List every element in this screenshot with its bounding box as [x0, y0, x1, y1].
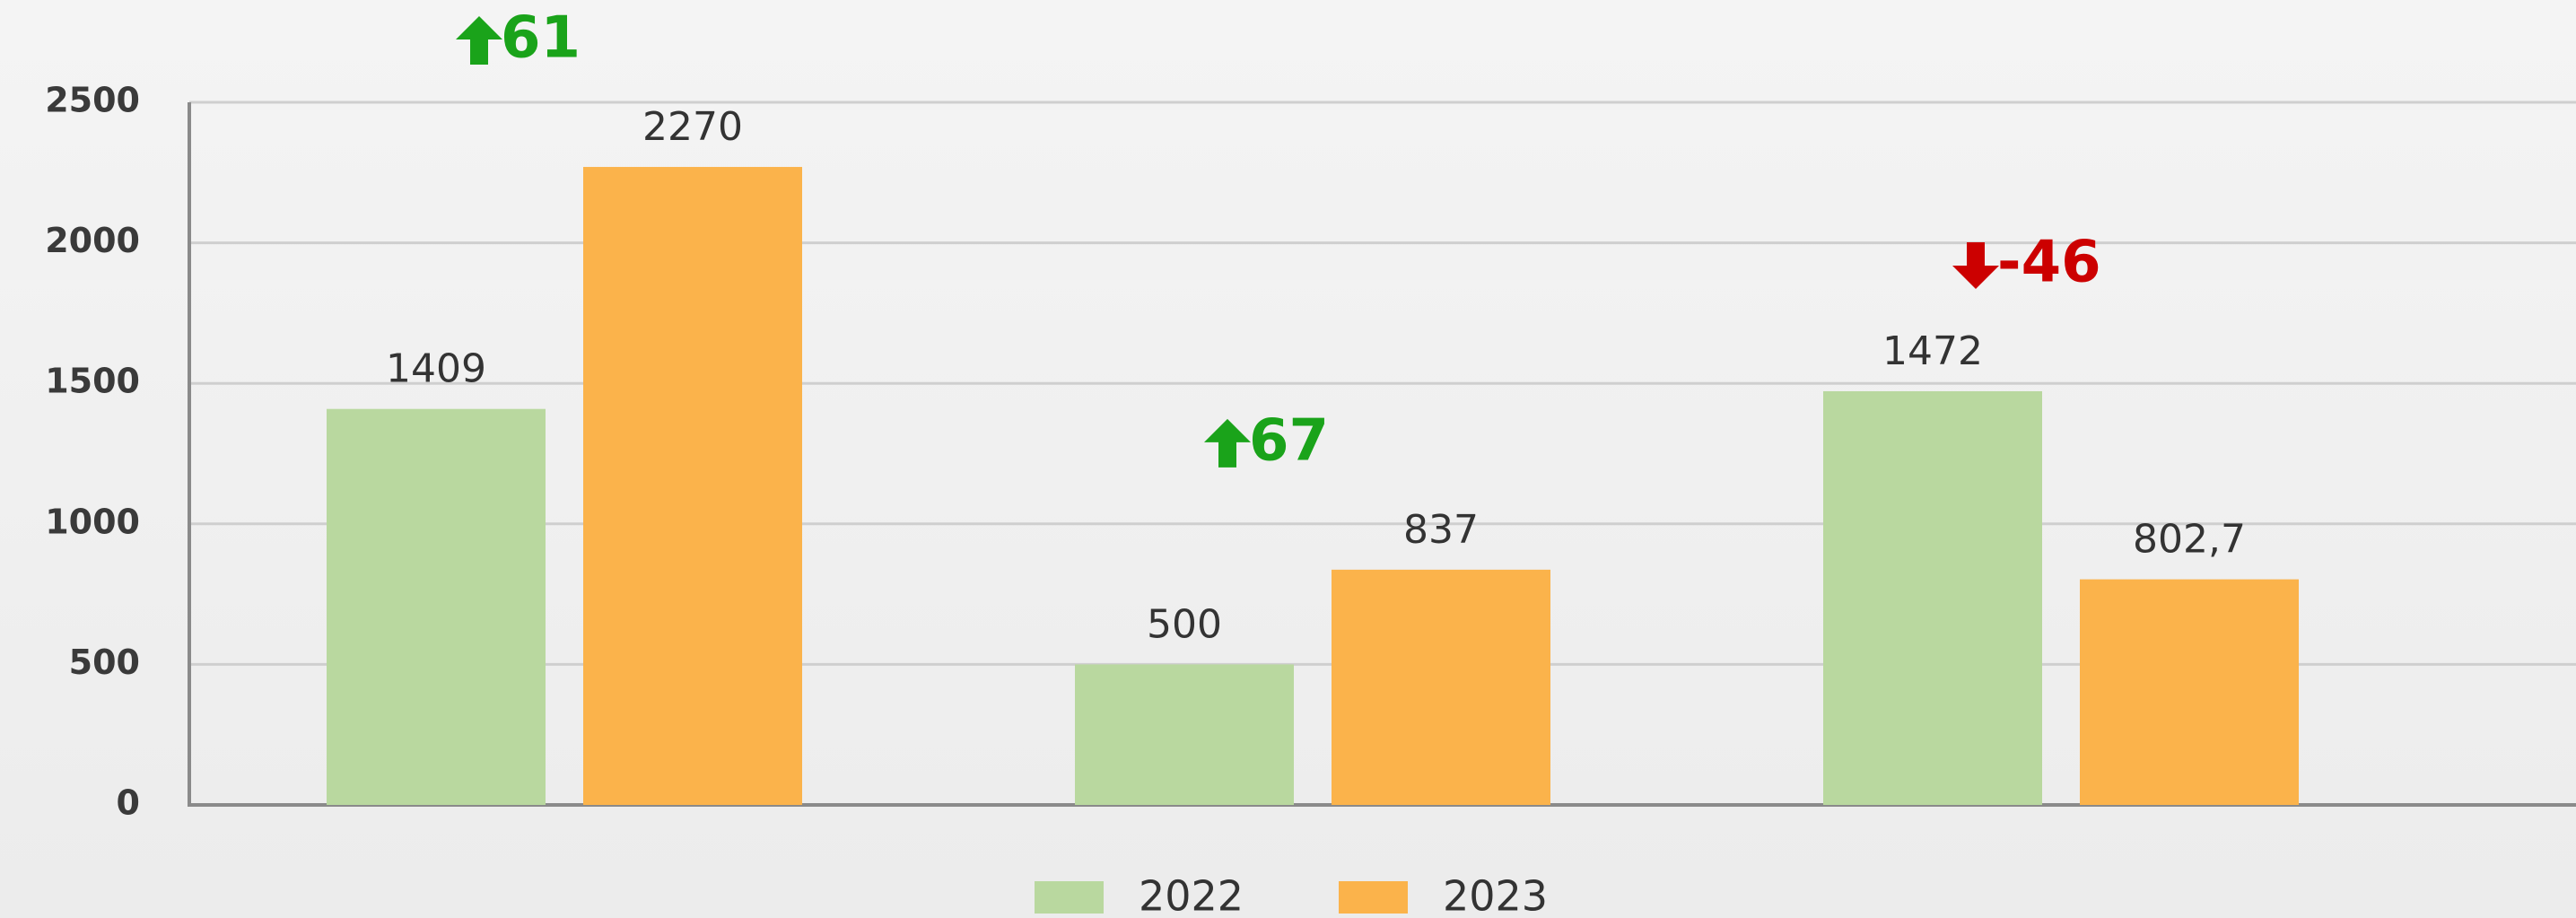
- value-label: 802,7: [2133, 517, 2246, 563]
- y-tick-label: 1500: [45, 362, 140, 401]
- bar: [327, 408, 546, 805]
- y-tick-label: 500: [69, 643, 140, 682]
- arrow-icon: [456, 16, 502, 66]
- change-label: 67: [1249, 407, 1329, 474]
- change-indicator: 67: [1204, 407, 1329, 474]
- y-tick-label: 2000: [45, 221, 140, 260]
- bar: [1075, 664, 1294, 805]
- legend-swatch: [1339, 881, 1408, 914]
- value-label: 837: [1403, 507, 1479, 553]
- bar: [2080, 579, 2299, 805]
- legend-swatch: [1035, 881, 1104, 914]
- legend-label: 2022: [1139, 872, 1244, 918]
- bar: [1823, 390, 2042, 805]
- legend-label: 2023: [1443, 872, 1548, 918]
- y-tick-label: 2500: [45, 81, 140, 120]
- change-label: -46: [1997, 230, 2101, 296]
- value-label: 2270: [642, 104, 743, 150]
- change-label: 61: [501, 5, 581, 72]
- change-indicator: 61: [456, 5, 581, 72]
- value-label: 500: [1147, 601, 1222, 647]
- change-indicator: -46: [1952, 230, 2101, 296]
- y-tick-label: 0: [117, 783, 140, 823]
- arrow-icon: [1952, 241, 1999, 289]
- y-tick-label: 1000: [45, 502, 140, 541]
- bar: [1332, 569, 1550, 805]
- bar: [583, 167, 802, 805]
- arrow-icon: [1204, 418, 1251, 468]
- value-label: 1472: [1882, 328, 1983, 374]
- value-label: 1409: [386, 346, 486, 392]
